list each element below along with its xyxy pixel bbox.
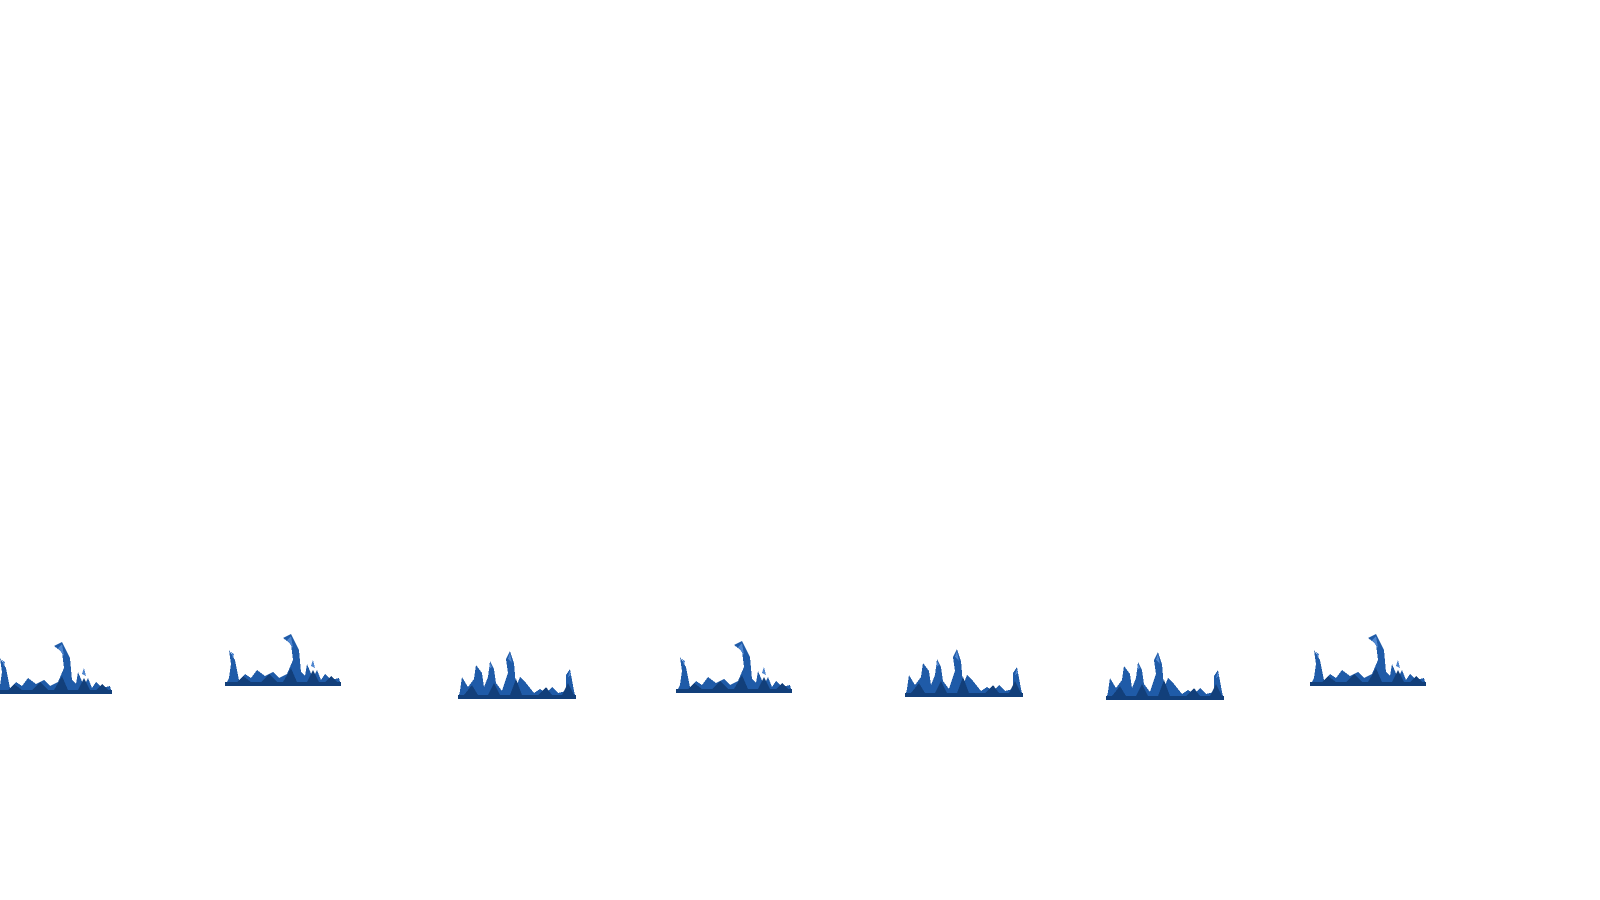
blue-grass-tuft-graphic <box>676 641 792 693</box>
blue-grass-tuft-icon <box>0 628 118 698</box>
blue-grass-tuft-icon <box>672 627 798 697</box>
blue-grass-tuft-graphic <box>1106 652 1224 700</box>
blue-grass-tuft-icon <box>454 633 580 703</box>
blue-grass-tuft-icon <box>901 631 1027 701</box>
blue-grass-tuft-icon <box>221 620 347 690</box>
blue-grass-tuft-graphic <box>905 649 1023 697</box>
blue-grass-tuft-graphic <box>225 634 341 686</box>
blue-grass-tuft-graphic <box>1310 634 1426 686</box>
blue-grass-tuft-icon <box>1306 620 1432 690</box>
blue-grass-tuft-graphic <box>458 651 576 699</box>
blue-grass-tuft-graphic <box>0 642 112 694</box>
blue-grass-tuft-icon <box>1102 634 1228 704</box>
